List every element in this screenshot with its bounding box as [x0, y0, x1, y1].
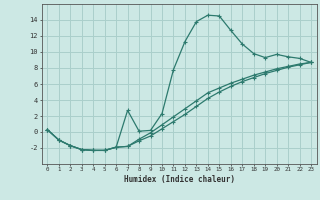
- X-axis label: Humidex (Indice chaleur): Humidex (Indice chaleur): [124, 175, 235, 184]
